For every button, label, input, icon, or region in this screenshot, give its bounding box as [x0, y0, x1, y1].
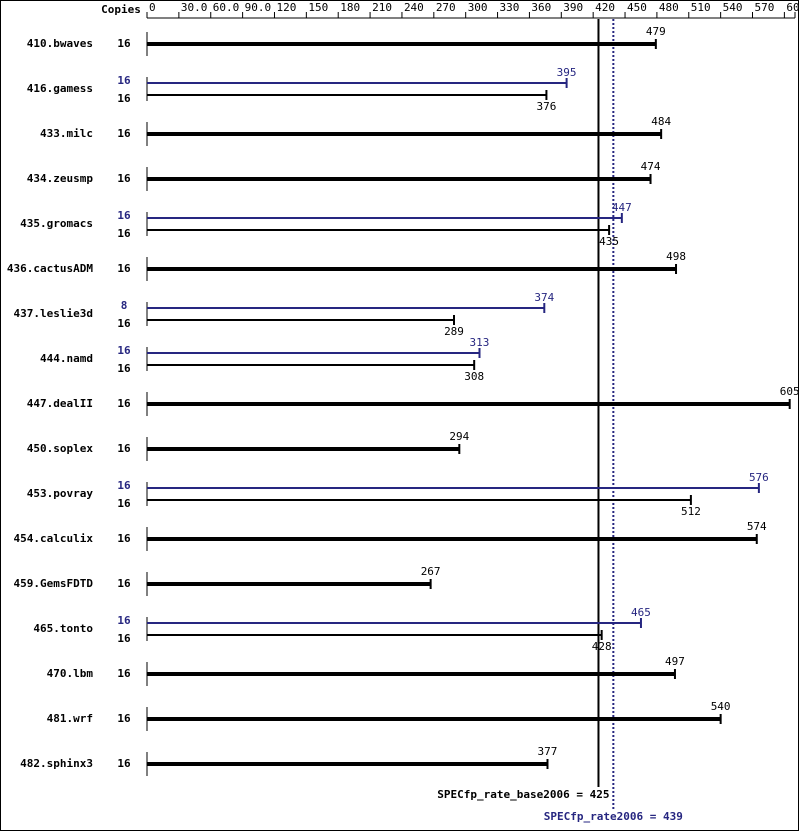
- x-tick-label: 510: [691, 1, 711, 14]
- x-tick-label: 150: [308, 1, 328, 14]
- benchmark-name: 437.leslie3d: [14, 307, 93, 320]
- benchmark-name: 436.cactusADM: [7, 262, 93, 275]
- copies-header: Copies: [101, 3, 141, 16]
- reference-label: SPECfp_rate_base2006 = 425: [437, 788, 609, 801]
- value-label: 474: [641, 160, 661, 173]
- value-label: 435: [599, 235, 619, 248]
- value-label: 428: [592, 640, 612, 653]
- copies: 16: [117, 479, 131, 492]
- benchmark-name: 454.calculix: [14, 532, 94, 545]
- x-tick-label: 610: [797, 1, 799, 14]
- copies: 16: [117, 632, 131, 645]
- x-tick-label: 570: [755, 1, 775, 14]
- value-label: 376: [536, 100, 556, 113]
- copies: 16: [117, 209, 131, 222]
- benchmark-name: 447.dealII: [27, 397, 93, 410]
- benchmark-name: 433.milc: [40, 127, 93, 140]
- value-label: 294: [449, 430, 469, 443]
- benchmark-name: 453.povray: [27, 487, 94, 500]
- copies: 16: [117, 37, 131, 50]
- copies: 16: [117, 712, 131, 725]
- x-tick-label: 390: [563, 1, 583, 14]
- value-label: 377: [538, 745, 558, 758]
- copies: 16: [117, 344, 131, 357]
- value-label: 574: [747, 520, 767, 533]
- copies: 16: [117, 397, 131, 410]
- benchmark-name: 416.gamess: [27, 82, 93, 95]
- copies: 16: [117, 577, 131, 590]
- value-label: 576: [749, 471, 769, 484]
- value-label: 308: [464, 370, 484, 383]
- copies: 16: [117, 317, 131, 330]
- copies: 16: [117, 362, 131, 375]
- x-tick-label: 90.0: [245, 1, 272, 14]
- value-label: 395: [557, 66, 577, 79]
- copies: 16: [117, 262, 131, 275]
- x-tick-label: 30.0: [181, 1, 208, 14]
- value-label: 465: [631, 606, 651, 619]
- x-tick-label: 60.0: [213, 1, 240, 14]
- copies: 8: [121, 299, 128, 312]
- value-label: 605: [780, 385, 799, 398]
- value-label: 289: [444, 325, 464, 338]
- x-tick-label: 330: [500, 1, 520, 14]
- value-label: 374: [534, 291, 554, 304]
- benchmark-name: 410.bwaves: [27, 37, 93, 50]
- value-label: 497: [665, 655, 685, 668]
- copies: 16: [117, 532, 131, 545]
- value-label: 540: [711, 700, 731, 713]
- value-label: 498: [666, 250, 686, 263]
- benchmark-name: 435.gromacs: [20, 217, 93, 230]
- copies: 16: [117, 442, 131, 455]
- x-tick-label: 360: [531, 1, 551, 14]
- copies: 16: [117, 127, 131, 140]
- benchmark-name: 450.soplex: [27, 442, 94, 455]
- benchmark-name: 481.wrf: [47, 712, 93, 725]
- copies: 16: [117, 92, 131, 105]
- x-tick-label: 540: [723, 1, 743, 14]
- benchmark-name: 434.zeusmp: [27, 172, 94, 185]
- x-tick-label: 0: [149, 1, 156, 14]
- x-tick-label: 270: [436, 1, 456, 14]
- value-label: 313: [470, 336, 490, 349]
- benchmark-name: 459.GemsFDTD: [14, 577, 94, 590]
- copies: 16: [117, 227, 131, 240]
- benchmark-name: 444.namd: [40, 352, 93, 365]
- copies: 16: [117, 74, 131, 87]
- benchmark-name: 470.lbm: [47, 667, 94, 680]
- value-label: 484: [651, 115, 671, 128]
- x-tick-label: 210: [372, 1, 392, 14]
- x-tick-label: 600: [786, 1, 799, 14]
- copies: 16: [117, 757, 131, 770]
- x-tick-label: 450: [627, 1, 647, 14]
- reference-label: SPECfp_rate2006 = 439: [544, 810, 683, 823]
- copies: 16: [117, 614, 131, 627]
- copies: 16: [117, 497, 131, 510]
- benchmark-name: 482.sphinx3: [20, 757, 93, 770]
- value-label: 512: [681, 505, 701, 518]
- x-tick-label: 120: [276, 1, 296, 14]
- value-label: 447: [612, 201, 632, 214]
- x-tick-label: 300: [468, 1, 488, 14]
- copies: 16: [117, 172, 131, 185]
- x-tick-label: 240: [404, 1, 424, 14]
- copies: 16: [117, 667, 131, 680]
- benchmark-name: 465.tonto: [33, 622, 93, 635]
- x-tick-label: 420: [595, 1, 615, 14]
- x-tick-label: 480: [659, 1, 679, 14]
- x-tick-label: 180: [340, 1, 360, 14]
- value-label: 267: [421, 565, 441, 578]
- value-label: 479: [646, 25, 666, 38]
